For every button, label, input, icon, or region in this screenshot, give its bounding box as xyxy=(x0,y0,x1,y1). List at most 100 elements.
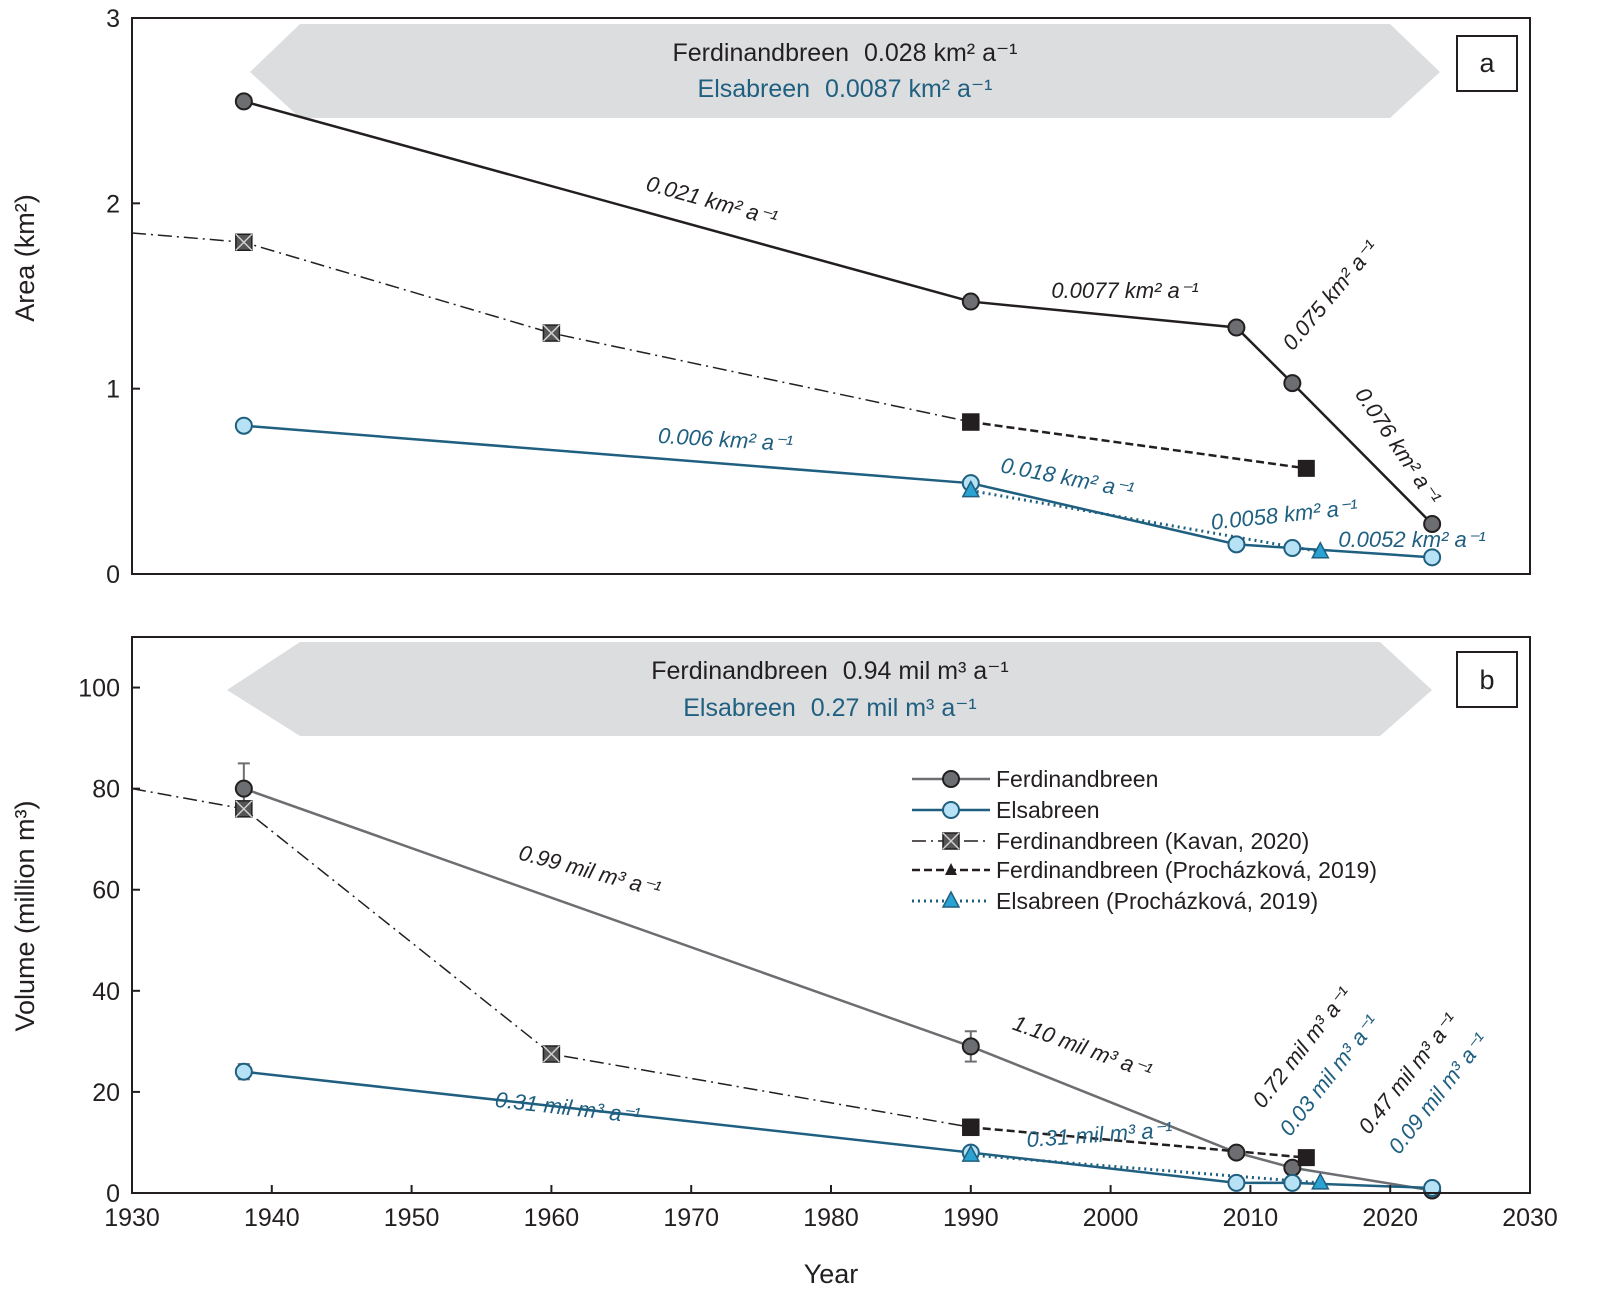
panel-a-rate-elsa-4: 0.0052 km² a⁻¹ xyxy=(1338,527,1485,552)
panel-a: Ferdinandbreen 0.028 km² a⁻¹ Elsabreen 0… xyxy=(10,5,1531,589)
panel-b-rate-elsa-1: 0.31 mil m³ a⁻¹ xyxy=(494,1087,642,1128)
panel-b-xtick-label-1: 1940 xyxy=(244,1204,300,1232)
panel-b-ytick-label-4: 80 xyxy=(92,776,120,804)
panel-b-xtick-label-6: 1990 xyxy=(943,1204,999,1232)
panel-a-banner-line1-value: 0.028 km² a⁻¹ xyxy=(864,39,1018,67)
panel-a-line-0 xyxy=(243,100,1434,525)
panel-b-ytick-label-1: 20 xyxy=(92,1079,120,1107)
legend-label-ferdinand: Ferdinandbreen xyxy=(996,766,1158,792)
panel-a-ytick-label-3: 3 xyxy=(106,5,120,33)
panel-b-point-4-0 xyxy=(961,1144,981,1162)
panel-b-point-1-3 xyxy=(1283,1173,1302,1192)
panel-a-markers xyxy=(234,92,1442,567)
panel-b-xtick-label-3: 1960 xyxy=(524,1204,580,1232)
panel-b-ytick-label-2: 40 xyxy=(92,978,120,1006)
legend: Ferdinandbreen Elsabreen Ferdinandbreen … xyxy=(912,766,1377,914)
panel-a-banner-line2-value: 0.0087 km² a⁻¹ xyxy=(825,75,992,103)
panel-b-xtick-label-2: 1950 xyxy=(384,1204,440,1232)
panel-a-point-2-1-cross xyxy=(235,233,253,251)
panel-b-rate-elsa-2: 0.31 mil m³ a⁻¹ xyxy=(1026,1117,1173,1152)
panel-b-point-0-0 xyxy=(234,779,253,798)
panel-b-banner xyxy=(227,642,1432,736)
panel-b-point-2-2-cross xyxy=(542,1045,560,1063)
panel-a-banner xyxy=(250,24,1440,118)
panel-a-frame xyxy=(131,17,1531,575)
panel-a-point-1-4 xyxy=(1423,548,1442,567)
panel-a-y-axis-label: Area (km²) xyxy=(10,194,40,322)
panel-b-banner-line1-value: 0.94 mil m³ a⁻¹ xyxy=(843,657,1009,685)
panel-b-rate-ferdinand-2: 1.10 mil m³ a⁻¹ xyxy=(1010,1010,1156,1083)
panel-b: Ferdinandbreen 0.94 mil m³ a⁻¹ Elsabreen… xyxy=(10,636,1558,1289)
panel-a-rate-ferdinand-2: 0.0077 km² a⁻¹ xyxy=(1051,278,1198,303)
panel-b-x-ticks: 1930 1940 1950 1960 1970 1980 1990 2000 2010 2020… xyxy=(104,1185,1558,1232)
panel-b-point-1-0 xyxy=(234,1062,253,1081)
panel-b-point-0-1 xyxy=(961,1037,980,1056)
panel-a-point-0-3 xyxy=(1283,374,1302,393)
panel-a-rate-elsa-1: 0.006 km² a⁻¹ xyxy=(657,423,793,456)
panel-b-xtick-label-4: 1970 xyxy=(663,1204,719,1232)
panel-a-point-4-0 xyxy=(961,480,981,498)
panel-a-point-0-1 xyxy=(961,292,980,311)
panel-a-rate-elsa-3: 0.0058 km² a⁻¹ xyxy=(1210,494,1359,534)
panel-b-banner-line1: Ferdinandbreen 0.94 mil m³ a⁻¹ xyxy=(651,657,1008,685)
panel-b-xtick-label-8: 2010 xyxy=(1223,1204,1279,1232)
panel-b-markers xyxy=(234,762,1442,1200)
legend-label-kavan: Ferdinandbreen (Kavan, 2020) xyxy=(996,828,1309,854)
panel-a-rate-ferdinand-3: 0.075 km² a⁻¹ xyxy=(1277,235,1383,355)
legend-marker-ferdinand-prochazkova xyxy=(945,863,957,875)
panel-b-banner-line1-name: Ferdinandbreen xyxy=(651,657,828,685)
panel-b-line-2 xyxy=(132,787,971,1129)
panel-a-ytick-label-2: 2 xyxy=(106,190,120,218)
panel-a-line-2 xyxy=(132,232,971,423)
panel-a-line-3 xyxy=(970,420,1307,470)
panel-a-ytick-label-0: 0 xyxy=(106,561,120,589)
panel-a-point-3-0 xyxy=(962,413,980,431)
panel-b-banner-line2-value: 0.27 mil m³ a⁻¹ xyxy=(811,694,977,722)
legend-marker-kavan-cross xyxy=(942,832,960,850)
panel-b-point-3-1 xyxy=(1297,1149,1315,1167)
panel-a-point-3-1 xyxy=(1297,459,1315,477)
panel-b-label-box xyxy=(1456,651,1518,708)
panel-a-point-1-2 xyxy=(1227,535,1246,554)
panel-a-point-2-2-cross xyxy=(542,324,560,342)
panel-a-point-4-1 xyxy=(1311,541,1330,559)
panel-a-point-0-2 xyxy=(1227,318,1246,337)
panel-b-point-1-2 xyxy=(1227,1173,1246,1192)
panel-b-point-1-4 xyxy=(1423,1178,1442,1197)
panel-b-line-3 xyxy=(970,1126,1307,1159)
panel-b-banner-line2: Elsabreen 0.27 mil m³ a⁻¹ xyxy=(683,694,977,722)
panel-b-xtick-label-7: 2000 xyxy=(1083,1204,1139,1232)
panel-b-point-2-1-cross xyxy=(235,800,253,818)
panel-a-label-box xyxy=(1456,35,1518,92)
panel-a-point-1-3 xyxy=(1283,539,1302,558)
panel-b-ytick-label-3: 60 xyxy=(92,877,120,905)
legend-marker-elsa-prochazkova xyxy=(941,890,961,908)
panel-b-line-4 xyxy=(970,1153,1321,1185)
panel-b-label: b xyxy=(1479,665,1494,695)
panel-a-banner-line2-name: Elsabreen xyxy=(698,75,811,103)
legend-marker-elsa xyxy=(942,801,960,819)
panel-a-line-1 xyxy=(243,424,1433,559)
panel-b-xtick-label-5: 1980 xyxy=(803,1204,859,1232)
panel-a-point-0-4 xyxy=(1423,514,1442,533)
panel-a-rate-ferdinand-1: 0.021 km² a⁻¹ xyxy=(644,171,781,231)
legend-label-elsa-prochazkova: Elsabreen (Procházková, 2019) xyxy=(996,888,1318,914)
panel-b-y-ticks: 0 20 40 60 80 100 xyxy=(78,675,140,1208)
legend-label-ferdinand-prochazkova: Ferdinandbreen (Procházková, 2019) xyxy=(996,857,1377,883)
panel-a-label: a xyxy=(1479,48,1495,78)
panel-a-ytick-label-1: 1 xyxy=(106,376,120,404)
panel-b-xtick-label-9: 2020 xyxy=(1362,1204,1418,1232)
legend-marker-ferdinand xyxy=(942,770,960,788)
panel-a-banner-line1-name: Ferdinandbreen xyxy=(673,39,850,67)
panel-a-point-1-0 xyxy=(234,416,253,435)
panel-b-banner-line2-name: Elsabreen xyxy=(683,694,796,722)
panel-a-banner-line1: Ferdinandbreen 0.028 km² a⁻¹ xyxy=(673,39,1018,67)
panel-a-y-ticks: 0 1 2 3 xyxy=(106,5,140,589)
panel-b-ytick-label-5: 100 xyxy=(78,675,120,703)
panel-b-x-axis-label: Year xyxy=(804,1259,859,1289)
panel-b-xtick-label-10: 2030 xyxy=(1502,1204,1558,1232)
panel-a-banner-line2: Elsabreen 0.0087 km² a⁻¹ xyxy=(698,75,993,103)
panel-b-y-axis-label: Volume (million m³) xyxy=(10,800,40,1031)
legend-label-elsa: Elsabreen xyxy=(996,797,1100,823)
